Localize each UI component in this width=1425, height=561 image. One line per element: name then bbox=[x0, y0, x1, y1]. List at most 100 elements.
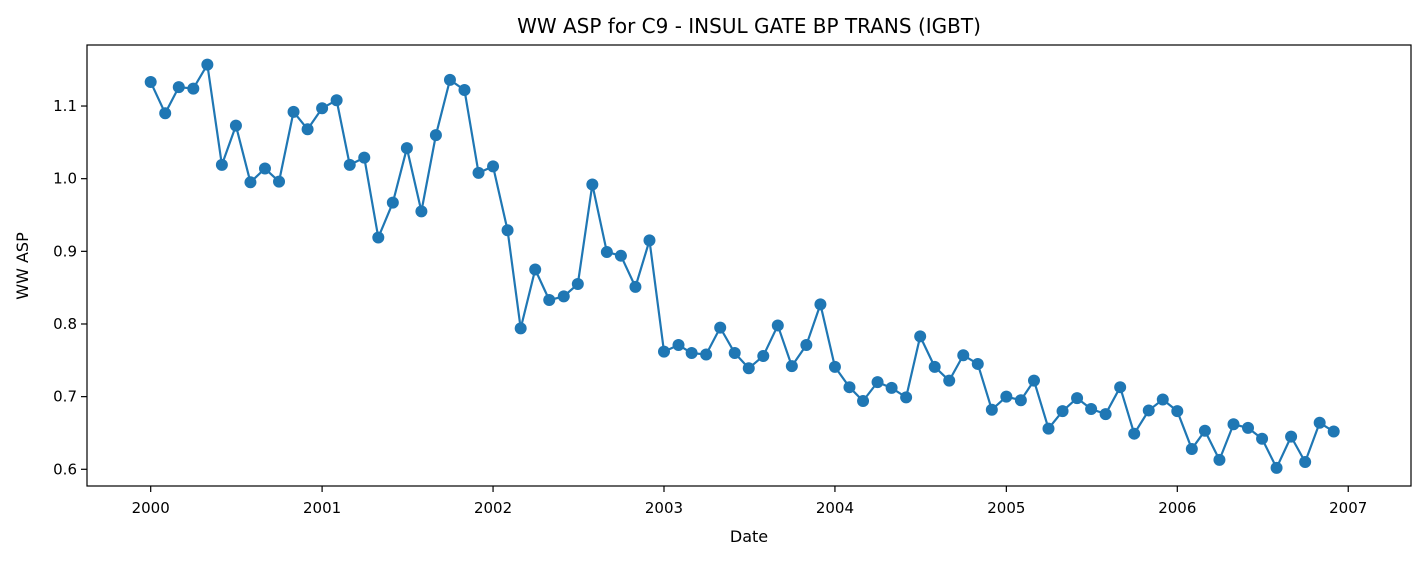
data-point bbox=[1327, 425, 1340, 438]
data-point bbox=[771, 319, 784, 332]
data-point bbox=[1299, 456, 1312, 469]
data-point bbox=[1227, 418, 1240, 431]
data-point bbox=[514, 322, 527, 335]
data-point bbox=[358, 151, 371, 164]
data-point bbox=[301, 123, 314, 136]
x-tick-label: 2003 bbox=[645, 499, 683, 517]
data-point bbox=[415, 205, 428, 218]
data-point bbox=[215, 158, 228, 171]
data-point bbox=[429, 129, 442, 142]
data-point bbox=[614, 249, 627, 262]
data-point bbox=[785, 360, 798, 373]
data-point bbox=[943, 374, 956, 387]
data-point bbox=[201, 58, 214, 71]
data-point bbox=[643, 234, 656, 247]
y-tick-label: 0.6 bbox=[53, 460, 77, 478]
data-point bbox=[700, 348, 713, 361]
data-point bbox=[828, 360, 841, 373]
data-point bbox=[372, 231, 385, 244]
data-point bbox=[543, 294, 556, 307]
data-point bbox=[1014, 394, 1027, 407]
data-point bbox=[1256, 432, 1269, 445]
data-point bbox=[1128, 427, 1141, 440]
x-tick-label: 2007 bbox=[1329, 499, 1367, 517]
data-point bbox=[187, 82, 200, 95]
data-point bbox=[685, 347, 698, 360]
x-tick-label: 2000 bbox=[132, 499, 170, 517]
data-point bbox=[458, 84, 471, 97]
data-point bbox=[144, 76, 157, 89]
data-point bbox=[757, 349, 770, 362]
data-point bbox=[258, 162, 271, 175]
data-point bbox=[571, 278, 584, 291]
data-point bbox=[1242, 421, 1255, 434]
data-point bbox=[1171, 405, 1184, 418]
data-point bbox=[885, 381, 898, 394]
data-point bbox=[728, 347, 741, 360]
y-tick-label: 1.1 bbox=[53, 97, 77, 115]
x-axis-label: Date bbox=[730, 527, 768, 546]
data-point bbox=[1000, 390, 1013, 403]
data-point bbox=[487, 160, 500, 173]
data-point bbox=[600, 246, 613, 259]
data-point bbox=[1071, 392, 1084, 405]
data-point bbox=[900, 391, 913, 404]
data-point bbox=[287, 105, 300, 118]
series-line bbox=[149, 63, 1335, 469]
data-point bbox=[1027, 374, 1040, 387]
data-point bbox=[1142, 404, 1155, 417]
y-tick-label: 1.0 bbox=[53, 170, 77, 188]
data-point bbox=[1270, 461, 1283, 474]
data-point bbox=[472, 166, 485, 179]
data-point bbox=[714, 321, 727, 334]
data-point bbox=[1185, 442, 1198, 455]
chart-title: WW ASP for C9 - INSUL GATE BP TRANS (IGB… bbox=[517, 14, 981, 38]
plot-area bbox=[144, 58, 1340, 474]
data-point bbox=[843, 381, 856, 394]
plot-frame bbox=[86, 44, 1412, 487]
data-point bbox=[1056, 405, 1069, 418]
data-point bbox=[914, 330, 927, 343]
x-tick-label: 2002 bbox=[474, 499, 512, 517]
data-point bbox=[928, 360, 941, 373]
data-point bbox=[1114, 381, 1127, 394]
data-point bbox=[814, 298, 827, 311]
data-point bbox=[386, 196, 399, 209]
data-point bbox=[1156, 393, 1169, 406]
data-point bbox=[742, 362, 755, 375]
data-point bbox=[273, 175, 286, 188]
data-point bbox=[1198, 424, 1211, 437]
data-point bbox=[1285, 430, 1298, 443]
data-point bbox=[400, 142, 413, 155]
y-axis: 0.6 0.7 0.8 0.9 1.0 1.1 bbox=[53, 97, 87, 478]
y-tick-label: 0.9 bbox=[53, 242, 77, 260]
data-point bbox=[658, 345, 670, 358]
x-tick-label: 2006 bbox=[1158, 499, 1196, 517]
data-point bbox=[443, 73, 456, 86]
data-point bbox=[529, 263, 542, 276]
data-point bbox=[244, 176, 257, 189]
x-axis: 2000 2001 2002 2003 2004 2005 2006 2007 bbox=[132, 486, 1367, 517]
data-point bbox=[1042, 422, 1055, 435]
data-point bbox=[159, 107, 172, 120]
data-point bbox=[229, 119, 242, 132]
data-point bbox=[1213, 453, 1226, 466]
data-point bbox=[971, 357, 984, 370]
data-point bbox=[857, 395, 870, 407]
y-tick-label: 0.7 bbox=[53, 388, 77, 406]
data-point bbox=[672, 339, 685, 352]
data-point bbox=[871, 376, 884, 389]
data-point bbox=[1085, 402, 1098, 415]
data-point bbox=[501, 224, 514, 237]
data-point bbox=[316, 102, 329, 115]
data-point bbox=[343, 158, 356, 171]
x-tick-label: 2001 bbox=[303, 499, 341, 517]
data-point bbox=[800, 339, 813, 352]
data-point bbox=[330, 94, 343, 107]
data-point bbox=[629, 280, 642, 293]
y-tick-label: 0.8 bbox=[53, 315, 77, 333]
data-point bbox=[172, 81, 185, 94]
data-point bbox=[586, 178, 599, 191]
data-point bbox=[557, 290, 570, 303]
